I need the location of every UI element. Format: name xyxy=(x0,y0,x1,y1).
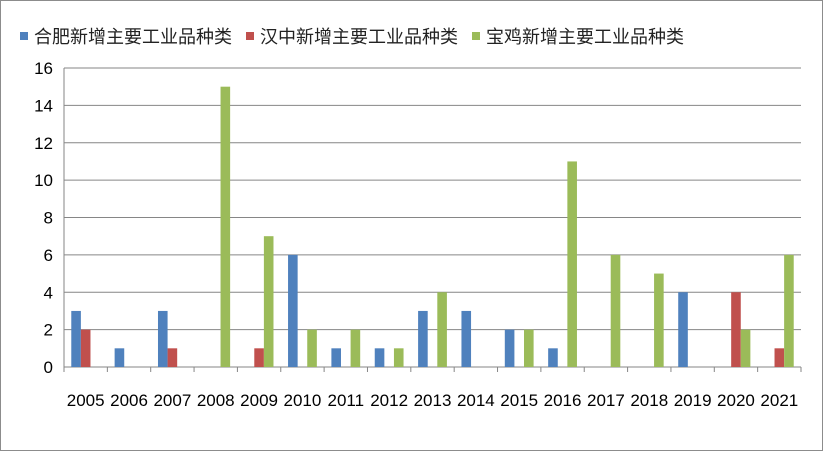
x-tick-label-2021: 2021 xyxy=(760,391,798,410)
legend: 合肥新增主要工业品种类 汉中新增主要工业品种类 宝鸡新增主要工业品种类 xyxy=(20,22,684,50)
x-tick-label-2007: 2007 xyxy=(153,391,191,410)
x-tick-label-2018: 2018 xyxy=(630,391,668,410)
legend-item-baoji: 宝鸡新增主要工业品种类 xyxy=(472,23,684,49)
y-tick-label-5: 10 xyxy=(34,171,53,190)
x-tick-label-2012: 2012 xyxy=(370,391,408,410)
x-tick-label-2009: 2009 xyxy=(240,391,278,410)
y-tick-label-7: 14 xyxy=(34,96,53,115)
x-tick-label-2020: 2020 xyxy=(717,391,755,410)
bar-hefei-2006 xyxy=(114,348,125,367)
bar-hefei-2005 xyxy=(71,310,81,367)
bar-baoji-2010 xyxy=(307,329,317,367)
bar-hanzhong-2005 xyxy=(80,329,91,367)
legend-label-baoji: 宝鸡新增主要工业品种类 xyxy=(486,27,684,48)
bar-hefei-2007 xyxy=(157,310,168,367)
legend-label-hanzhong: 汉中新增主要工业品种类 xyxy=(260,27,458,48)
legend-swatch-baoji xyxy=(472,32,480,40)
legend-label-hefei: 合肥新增主要工业品种类 xyxy=(34,27,232,48)
y-tick-label-3: 6 xyxy=(44,246,53,265)
bar-baoji-2021 xyxy=(784,254,794,367)
bar-baoji-2016 xyxy=(567,161,577,367)
x-tick-label-2006: 2006 xyxy=(110,391,148,410)
y-tick-label-1: 2 xyxy=(44,321,53,340)
legend-swatch-hanzhong xyxy=(246,32,254,40)
bar-baoji-2015 xyxy=(524,329,534,367)
x-tick-label-2014: 2014 xyxy=(457,391,495,410)
bar-baoji-2017 xyxy=(610,254,621,367)
bar-hefei-2015 xyxy=(504,329,515,367)
y-tick-label-0: 0 xyxy=(44,358,53,377)
bar-hefei-2016 xyxy=(548,348,558,367)
y-tick-label-2: 4 xyxy=(44,283,53,302)
bar-hefei-2011 xyxy=(331,348,341,367)
bar-baoji-2020 xyxy=(740,329,751,367)
bar-hanzhong-2007 xyxy=(167,348,178,367)
legend-item-hanzhong: 汉中新增主要工业品种类 xyxy=(246,23,458,49)
legend-swatch-hefei xyxy=(20,32,28,40)
y-tick-label-6: 12 xyxy=(34,134,53,153)
x-tick-label-2019: 2019 xyxy=(674,391,712,410)
x-tick-label-2010: 2010 xyxy=(284,391,322,410)
bar-baoji-2008 xyxy=(220,86,231,367)
bar-hefei-2019 xyxy=(678,292,688,367)
bar-baoji-2011 xyxy=(350,329,361,367)
bar-hefei-2010 xyxy=(288,254,298,367)
bar-baoji-2013 xyxy=(437,292,447,367)
bar-baoji-2012 xyxy=(393,348,404,367)
bar-hefei-2012 xyxy=(374,348,385,367)
bar-hefei-2013 xyxy=(418,310,428,367)
bar-hanzhong-2021 xyxy=(774,348,785,367)
bar-hefei-2014 xyxy=(461,310,472,367)
bar-baoji-2009 xyxy=(263,236,274,367)
bar-hanzhong-2020 xyxy=(731,292,741,367)
x-tick-label-2011: 2011 xyxy=(328,391,365,410)
x-tick-label-2013: 2013 xyxy=(414,391,452,410)
x-tick-label-2017: 2017 xyxy=(587,391,625,410)
y-tick-label-4: 8 xyxy=(44,209,53,228)
legend-item-hefei: 合肥新增主要工业品种类 xyxy=(20,23,232,49)
y-tick-label-8: 16 xyxy=(34,59,53,78)
x-tick-label-2016: 2016 xyxy=(544,391,582,410)
x-tick-label-2008: 2008 xyxy=(197,391,235,410)
bar-hanzhong-2009 xyxy=(254,348,264,367)
x-tick-label-2005: 2005 xyxy=(67,391,105,410)
x-tick-label-2015: 2015 xyxy=(500,391,538,410)
bar-baoji-2018 xyxy=(654,273,664,367)
